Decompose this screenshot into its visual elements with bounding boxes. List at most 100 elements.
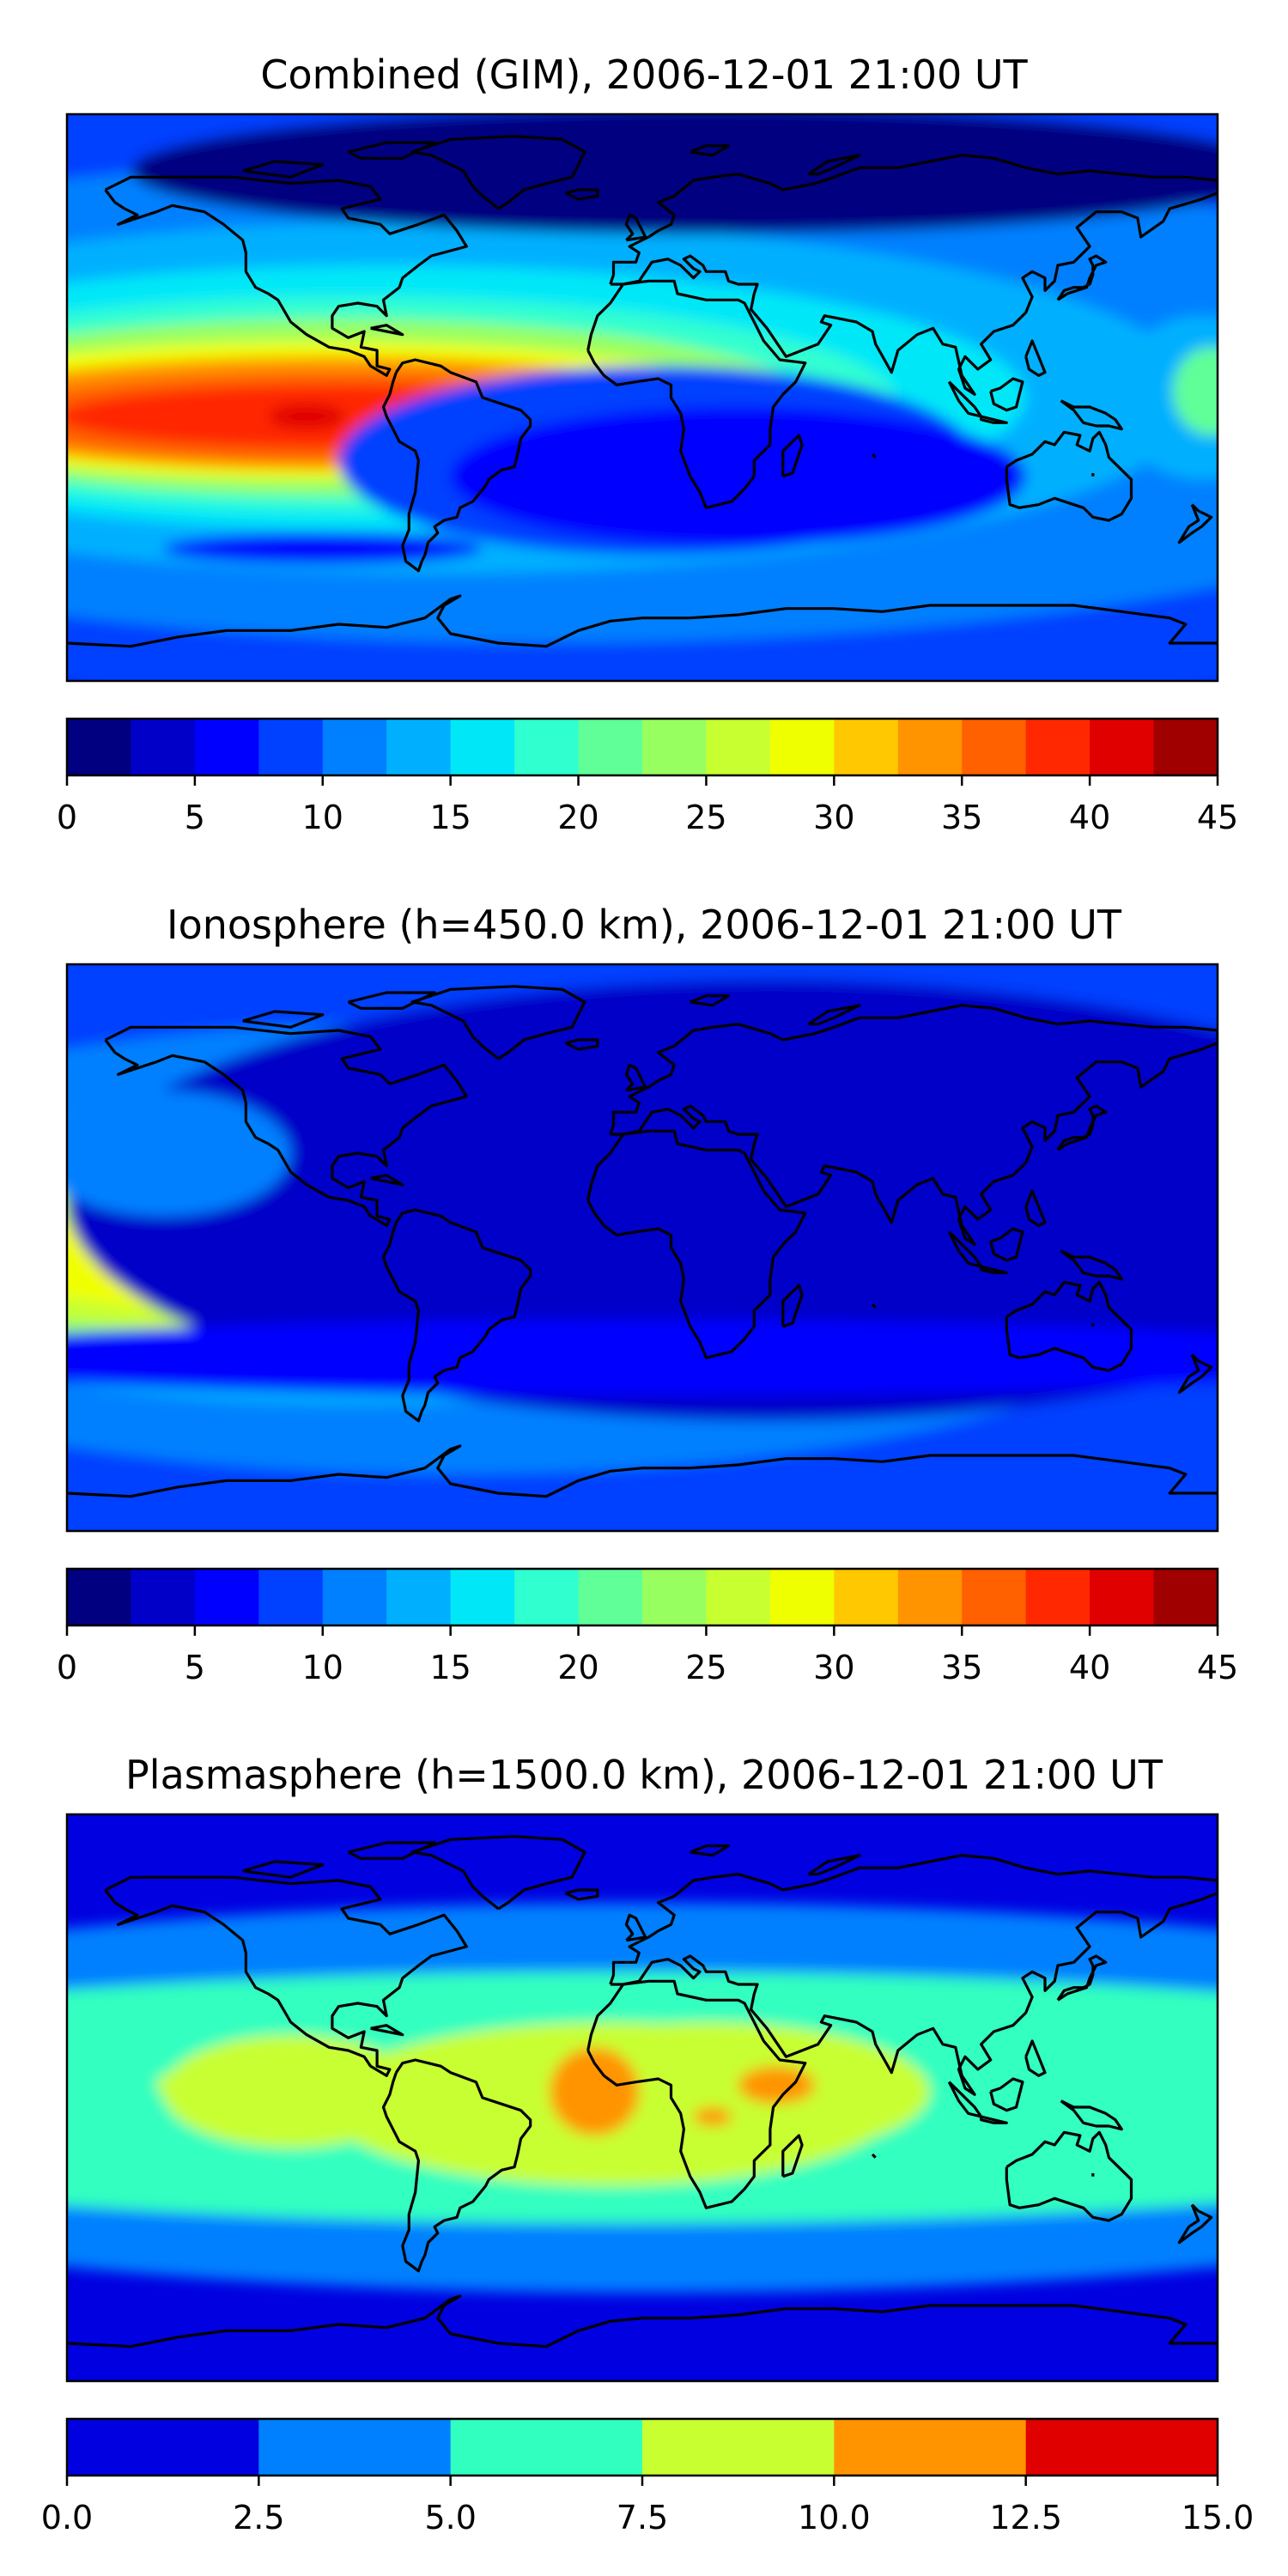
coastlines <box>67 1835 1218 2348</box>
coastline <box>624 1913 647 1942</box>
colorbar-band <box>962 719 1027 775</box>
coastline <box>1024 2039 1047 2077</box>
coastline <box>104 1875 468 2077</box>
colorbar-tick-label: 20 <box>557 1649 598 1686</box>
coastline <box>242 1010 325 1029</box>
coastline <box>381 1208 532 1423</box>
colorbar-band <box>322 719 387 775</box>
coastline <box>381 358 532 573</box>
coastline <box>989 377 1024 412</box>
colorbar-band <box>706 719 771 775</box>
colorbar-band <box>258 719 324 775</box>
colorbar-frame <box>65 717 1219 777</box>
map-frame <box>65 112 1219 683</box>
map-frame <box>65 963 1219 1533</box>
panel-title: Ionosphere (h=450.0 km), 2006-12-01 21:0… <box>167 902 1122 948</box>
coastline <box>624 213 647 242</box>
contour-region <box>268 404 345 429</box>
coastline <box>624 1063 647 1092</box>
colorbar-band <box>1025 1569 1091 1625</box>
colorbar-tick-label: 45 <box>1197 799 1238 836</box>
coastline <box>871 1303 877 1309</box>
colorbar-band <box>194 719 259 775</box>
coastline <box>1056 1104 1108 1151</box>
colorbar-band <box>514 1569 580 1625</box>
colorbar-band <box>578 719 643 775</box>
coastline <box>871 453 877 459</box>
coastline <box>781 434 804 478</box>
coastline <box>347 1841 436 1860</box>
colorbar-tick-label: 35 <box>941 1649 982 1686</box>
colorbar-band <box>578 1569 643 1625</box>
coastline <box>370 2024 404 2037</box>
colorbar-tick-label: 25 <box>685 1649 726 1686</box>
colorbar-tick-label: 20 <box>557 799 598 836</box>
contour-field <box>67 114 1218 681</box>
colorbar-band <box>450 1569 515 1625</box>
colorbar-band <box>642 1569 708 1625</box>
colorbar-tick-label: 12.5 <box>989 2499 1062 2537</box>
coastline <box>564 1038 599 1051</box>
coastline <box>1177 2203 1213 2245</box>
colorbar-tick-label: 25 <box>685 799 726 836</box>
coastline <box>381 2058 532 2273</box>
contour-region <box>131 114 1218 234</box>
colorbar-tick-label: 2.5 <box>233 2499 284 2537</box>
colorbar-tick-label: 0.0 <box>41 2499 93 2537</box>
coastline <box>564 1888 599 1901</box>
colorbar-band <box>1025 2419 1218 2476</box>
coastline <box>781 1284 804 1328</box>
colorbar-band <box>769 1569 835 1625</box>
contour-region <box>693 2107 732 2126</box>
contour-region <box>550 2047 640 2136</box>
colorbar-tick-label: 10 <box>302 1649 343 1686</box>
colorbar-tick-label: 15 <box>429 799 471 836</box>
coastline <box>347 141 436 160</box>
coastline <box>1024 1189 1047 1227</box>
coastline <box>347 991 436 1010</box>
colorbar-tick-label: 5 <box>185 799 205 836</box>
coastline <box>242 1860 325 1879</box>
coastline <box>67 1444 1218 1498</box>
coastline <box>1056 1954 1108 2002</box>
coastline <box>690 1844 731 1857</box>
colorbar-band <box>642 719 708 775</box>
contour-region <box>67 1090 291 1217</box>
coastline <box>1060 2099 1123 2131</box>
coastline <box>410 1835 586 1911</box>
coastline <box>690 994 731 1007</box>
colorbar-frame <box>65 1567 1219 1627</box>
colorbar: 0.0 2.5 5.0 7.5 10.0 12.5 15.0 <box>41 2417 1254 2537</box>
colorbar-tick-label: 30 <box>813 799 854 836</box>
coastline <box>370 1174 404 1187</box>
coastline <box>980 1265 1008 1274</box>
colorbar-band <box>386 1569 452 1625</box>
colorbar-band <box>258 1569 324 1625</box>
contour-field <box>67 964 1218 1531</box>
colorbar-band <box>897 1569 963 1625</box>
colorbar-tick-label: 10.0 <box>798 2499 871 2537</box>
colorbar-band <box>450 2419 643 2476</box>
colorbar-band <box>258 2419 452 2476</box>
colorbar-band <box>67 2419 259 2476</box>
coastline <box>1024 339 1047 377</box>
contour-region <box>162 532 483 565</box>
colorbar-band <box>706 1569 771 1625</box>
coastline <box>67 594 1218 648</box>
colorbar-band <box>194 1569 259 1625</box>
coastline <box>1056 254 1108 301</box>
colorbar-tick-label: 0 <box>57 1649 77 1686</box>
coastline <box>410 985 586 1060</box>
colorbar-band <box>769 719 835 775</box>
colorbar-tick-label: 5.0 <box>424 2499 476 2537</box>
coastline <box>586 1129 807 1359</box>
contour-region <box>67 1320 1218 1396</box>
contour-region <box>1172 347 1218 435</box>
coastline <box>1005 1280 1133 1372</box>
coastline <box>104 175 468 377</box>
colorbar-band <box>1025 719 1091 775</box>
colorbar-tick-label: 30 <box>813 1649 854 1686</box>
coastline <box>1005 430 1133 522</box>
colorbar-band <box>1090 1569 1155 1625</box>
coastline <box>1005 2130 1133 2222</box>
